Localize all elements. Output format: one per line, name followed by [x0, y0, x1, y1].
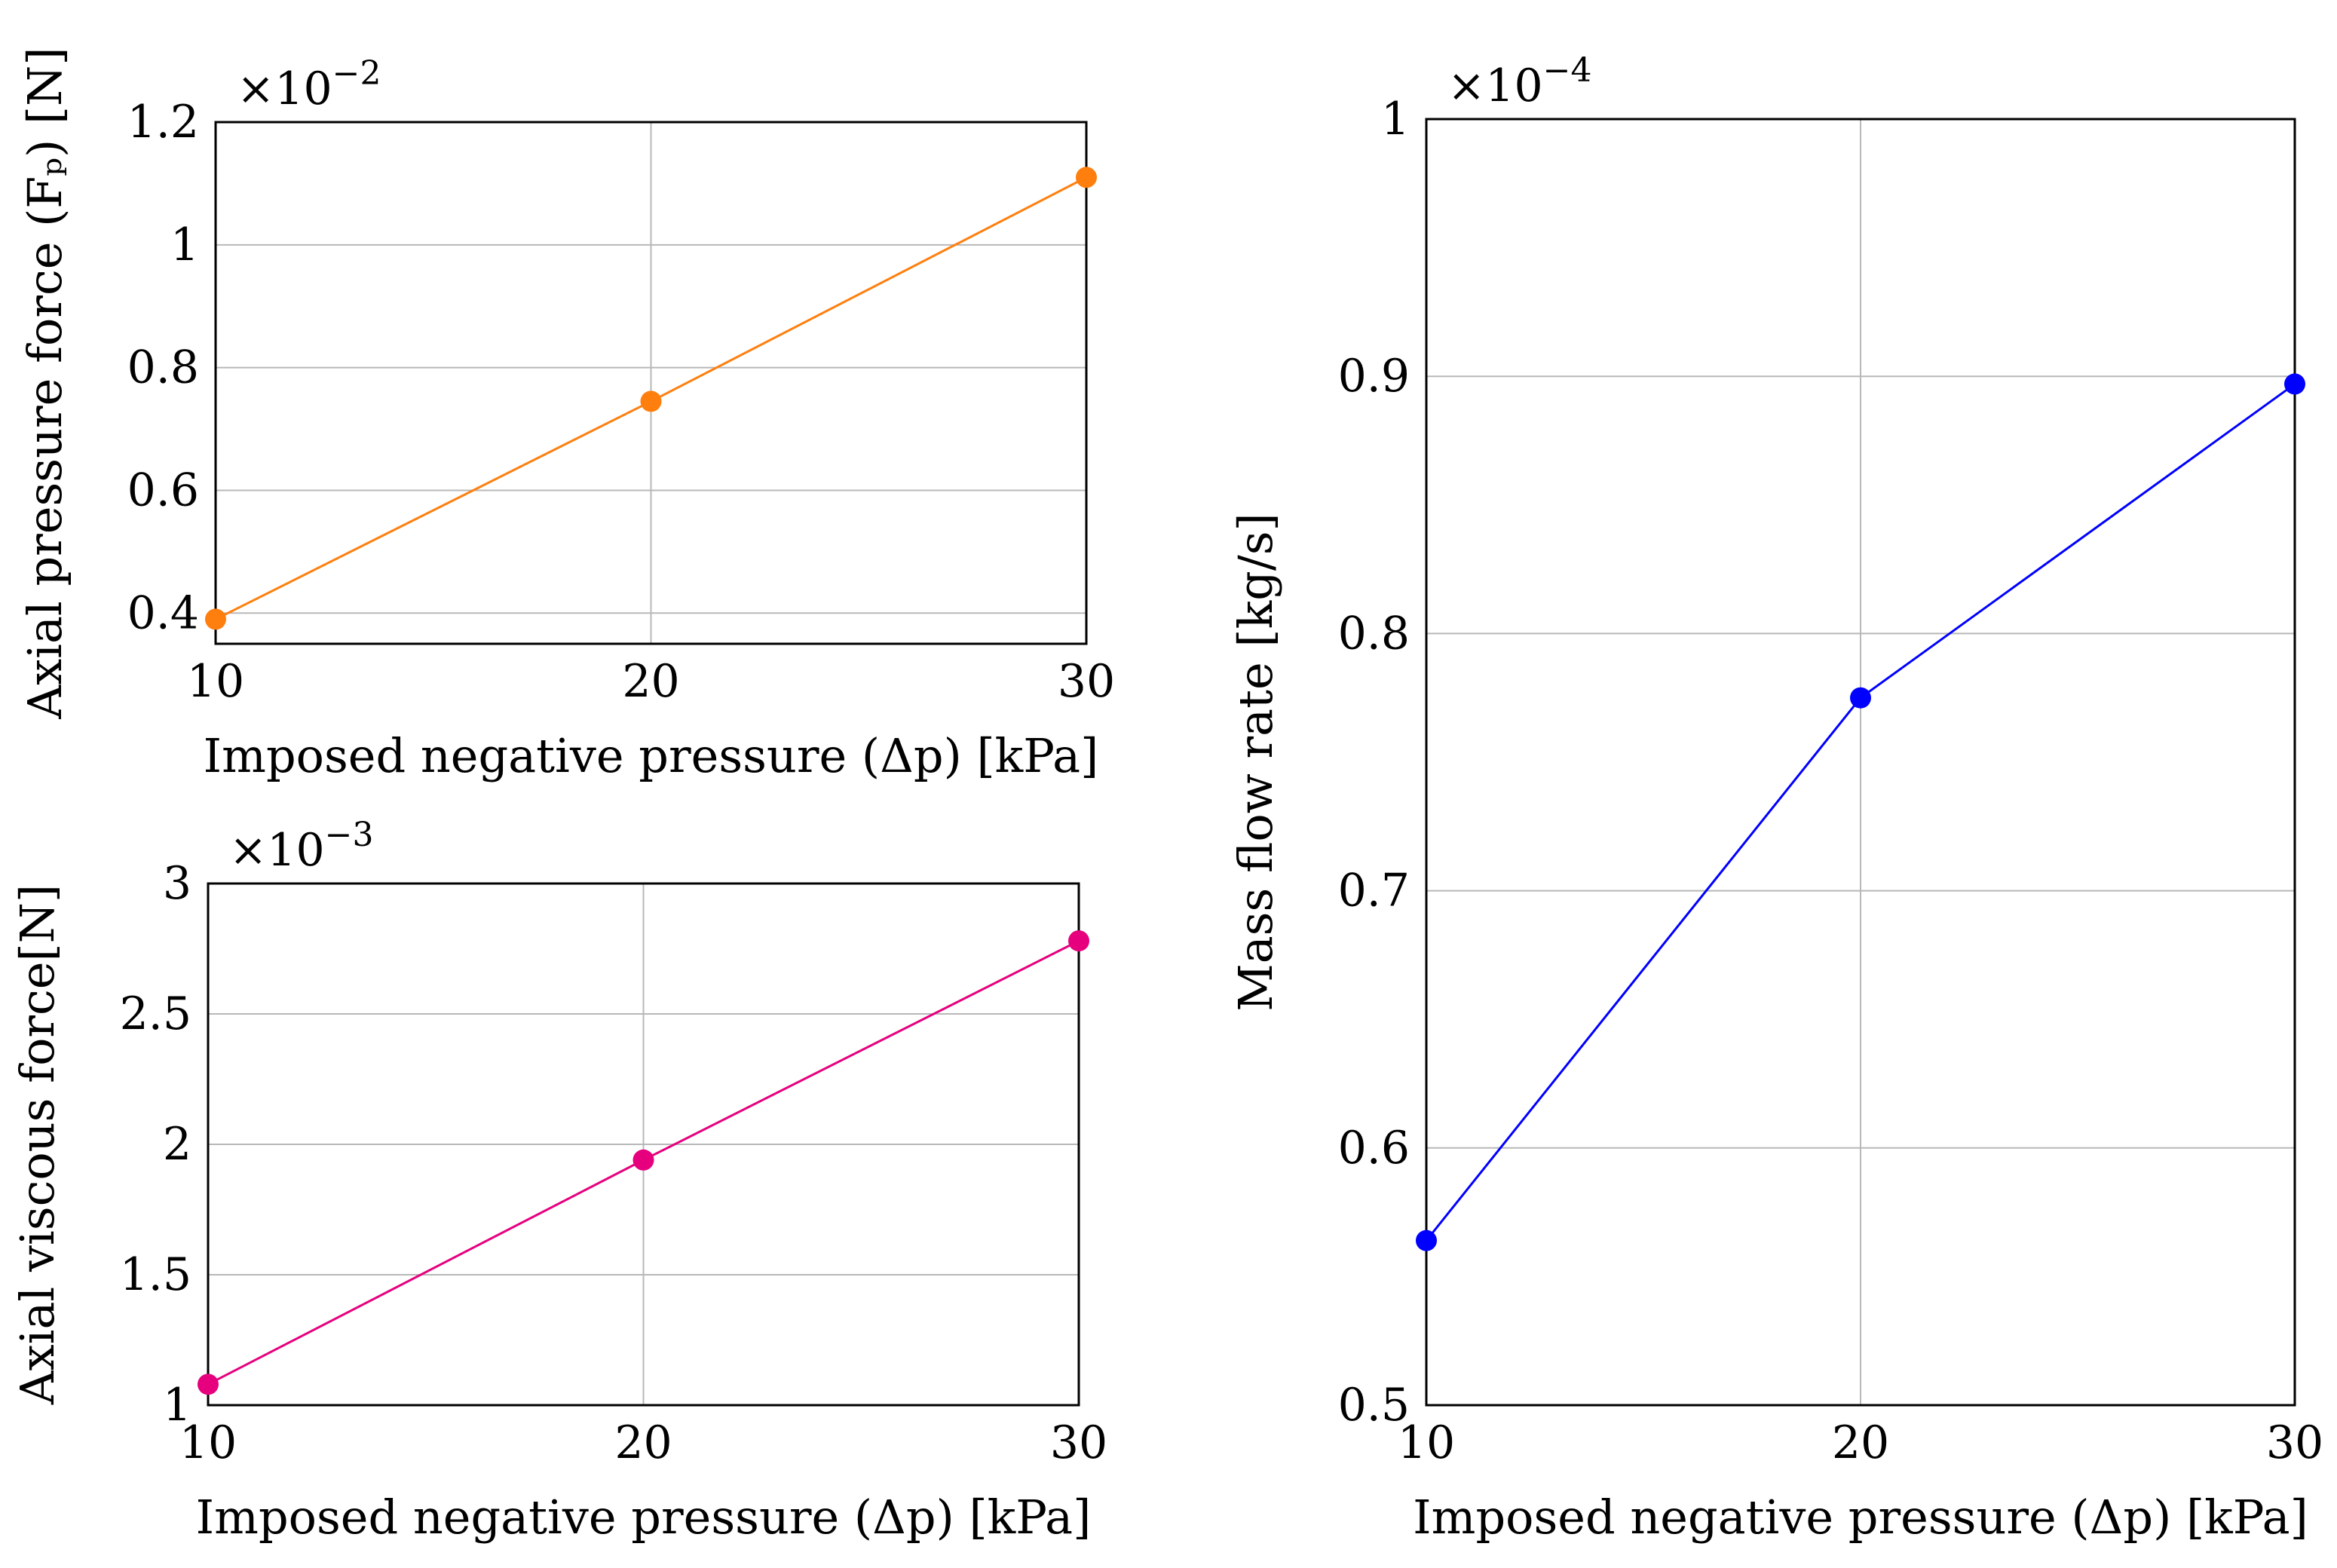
x-tick-label: 20 — [614, 1416, 672, 1469]
x-tick-label: 30 — [1058, 655, 1115, 708]
x-tick-label: 20 — [1832, 1416, 1889, 1469]
multiplier-exponent: −4 — [1543, 51, 1592, 90]
y-tick-label: 2.5 — [120, 988, 191, 1040]
y-tick-label: 1 — [163, 1379, 191, 1432]
y-tick-label: 0.8 — [1338, 607, 1410, 660]
data-point — [632, 1149, 654, 1171]
y-tick-label: 0.8 — [127, 341, 199, 394]
y-tick-label: 0.5 — [1338, 1379, 1410, 1432]
y-tick-label: 1.2 — [127, 96, 199, 149]
y-tick-label: 0.4 — [127, 586, 199, 639]
data-point — [2284, 373, 2305, 395]
data-point — [1068, 930, 1089, 952]
x-axis-label: Imposed negative pressure (Δp) [kPa] — [204, 728, 1099, 783]
plot-frame — [1425, 118, 2296, 1407]
plot-frame — [214, 121, 1088, 645]
x-tick-label: 30 — [1050, 1416, 1107, 1469]
x-tick-label: 20 — [622, 655, 679, 708]
axis-multiplier: ×10−4 — [1447, 51, 1592, 112]
y-tick-label: 0.9 — [1338, 350, 1410, 403]
chart-viscous: 10 20 30 1 1.5 2 2.5 3 Imposed negative pressure… — [10, 816, 1107, 1545]
data-point — [640, 390, 662, 412]
y-tick-label: 1 — [1381, 93, 1410, 145]
x-tick-label: 10 — [1398, 1416, 1455, 1469]
chart-pressure: 10 20 30 0.4 0.6 0.8 1 1.2 Imposed negative pres… — [17, 47, 1115, 783]
y-tick-label: 0.6 — [127, 464, 199, 516]
x-axis-label: Imposed negative pressure (Δp) [kPa] — [1413, 1490, 2308, 1545]
x-tick-label: 10 — [187, 655, 244, 708]
y-tick-label: 2 — [163, 1118, 191, 1171]
y-tick-label: 1.5 — [120, 1248, 191, 1301]
multiplier-base: ×10 — [1447, 60, 1543, 112]
data-point — [205, 608, 226, 630]
x-tick-label: 30 — [2266, 1416, 2323, 1469]
y-tick-label: 3 — [163, 857, 191, 910]
multiplier-exponent: −2 — [332, 54, 381, 93]
y-tick-label: 1 — [170, 219, 199, 271]
y-tick-label: 0.7 — [1338, 865, 1410, 917]
axis-multiplier: ×10−2 — [237, 54, 381, 115]
data-point — [1850, 687, 1871, 709]
data-point — [198, 1374, 219, 1395]
chart-massflow: 10 20 30 0.5 0.6 0.7 0.8 0.9 1 Imposed negative p… — [1228, 51, 2323, 1545]
data-point — [1416, 1230, 1437, 1251]
axis-multiplier: ×10−3 — [229, 816, 374, 877]
y-axis-label: Mass flow rate [kg/s] — [1228, 513, 1283, 1012]
y-axis-label: Axial pressure force (Fₚ) [N] — [17, 47, 72, 719]
y-axis-label: Axial viscous force[N] — [10, 884, 65, 1405]
x-tick-label: 10 — [179, 1416, 237, 1469]
multiplier-base: ×10 — [229, 824, 325, 877]
multiplier-exponent: −3 — [325, 816, 374, 854]
data-point — [1076, 167, 1097, 188]
plot-frame — [207, 882, 1080, 1407]
y-tick-label: 0.6 — [1338, 1122, 1410, 1174]
multiplier-base: ×10 — [237, 63, 332, 115]
x-axis-label: Imposed negative pressure (Δp) [kPa] — [196, 1490, 1092, 1545]
